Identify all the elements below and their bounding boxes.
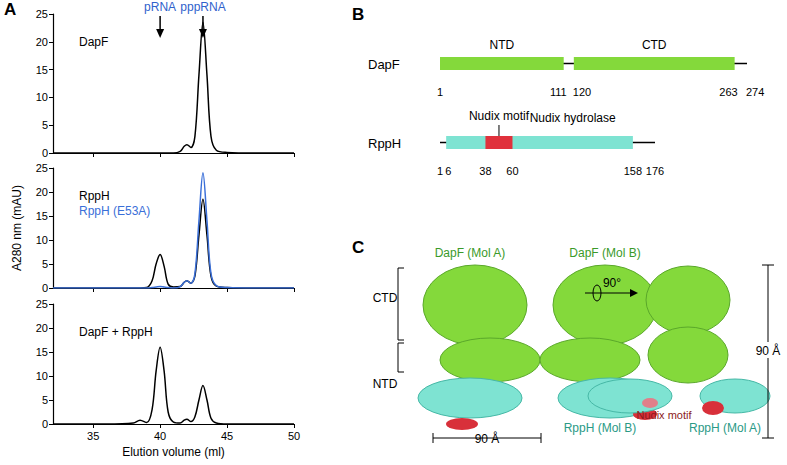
svg-text:5: 5 <box>42 394 48 406</box>
svg-text:90 Å: 90 Å <box>475 431 500 446</box>
svg-text:5: 5 <box>42 119 48 131</box>
svg-text:pppRNA: pppRNA <box>180 0 225 14</box>
svg-text:CTD: CTD <box>642 38 667 52</box>
svg-text:0: 0 <box>42 147 48 159</box>
svg-text:45: 45 <box>221 430 233 442</box>
svg-text:20: 20 <box>36 36 48 48</box>
svg-text:90°: 90° <box>603 276 621 290</box>
svg-text:274: 274 <box>746 86 764 98</box>
svg-text:15: 15 <box>36 64 48 76</box>
svg-text:Nudix motif: Nudix motif <box>636 409 692 421</box>
svg-text:50: 50 <box>288 430 300 442</box>
svg-text:RppH (Mol A): RppH (Mol A) <box>689 421 761 435</box>
svg-text:A280 nm (mAU): A280 nm (mAU) <box>10 185 24 271</box>
svg-text:6: 6 <box>445 165 451 177</box>
svg-text:DapF (Mol B): DapF (Mol B) <box>569 246 640 260</box>
svg-text:DapF: DapF <box>79 35 108 49</box>
svg-text:176: 176 <box>646 165 664 177</box>
svg-text:0: 0 <box>42 282 48 294</box>
svg-text:0: 0 <box>42 418 48 430</box>
svg-text:25: 25 <box>36 8 48 20</box>
svg-text:20: 20 <box>36 186 48 198</box>
svg-text:B: B <box>352 5 364 24</box>
svg-text:Nudix hydrolase: Nudix hydrolase <box>530 111 616 125</box>
svg-text:38: 38 <box>479 165 491 177</box>
svg-text:158: 158 <box>624 165 642 177</box>
svg-text:DapF: DapF <box>368 57 400 72</box>
svg-text:Nudix motif: Nudix motif <box>469 109 530 123</box>
svg-text:A: A <box>4 0 16 19</box>
svg-text:25: 25 <box>36 298 48 310</box>
svg-text:90 Å: 90 Å <box>756 343 781 358</box>
svg-text:111: 111 <box>550 86 567 98</box>
svg-text:120: 120 <box>573 86 591 98</box>
svg-text:40: 40 <box>154 430 166 442</box>
svg-text:1: 1 <box>437 165 443 177</box>
svg-text:35: 35 <box>87 430 99 442</box>
svg-text:CTD: CTD <box>373 291 398 305</box>
svg-text:RppH (E53A): RppH (E53A) <box>79 204 150 218</box>
svg-text:60: 60 <box>506 165 518 177</box>
svg-text:RppH (Mol B): RppH (Mol B) <box>564 421 637 435</box>
svg-text:10: 10 <box>36 370 48 382</box>
svg-text:10: 10 <box>36 91 48 103</box>
svg-text:1: 1 <box>437 86 443 98</box>
svg-text:C: C <box>352 238 364 257</box>
svg-text:25: 25 <box>36 162 48 174</box>
svg-text:15: 15 <box>36 346 48 358</box>
svg-text:DapF (Mol A): DapF (Mol A) <box>435 246 506 260</box>
svg-text:pRNA: pRNA <box>144 0 176 14</box>
svg-text:RppH: RppH <box>368 136 401 151</box>
svg-text:5: 5 <box>42 258 48 270</box>
svg-text:NTD: NTD <box>373 377 398 391</box>
svg-text:DapF + RppH: DapF + RppH <box>79 325 153 339</box>
svg-text:Elution volume (ml): Elution volume (ml) <box>122 445 225 459</box>
svg-text:263: 263 <box>719 86 737 98</box>
svg-text:15: 15 <box>36 210 48 222</box>
svg-text:20: 20 <box>36 322 48 334</box>
svg-text:RppH: RppH <box>79 189 110 203</box>
svg-text:10: 10 <box>36 234 48 246</box>
svg-text:NTD: NTD <box>490 38 515 52</box>
